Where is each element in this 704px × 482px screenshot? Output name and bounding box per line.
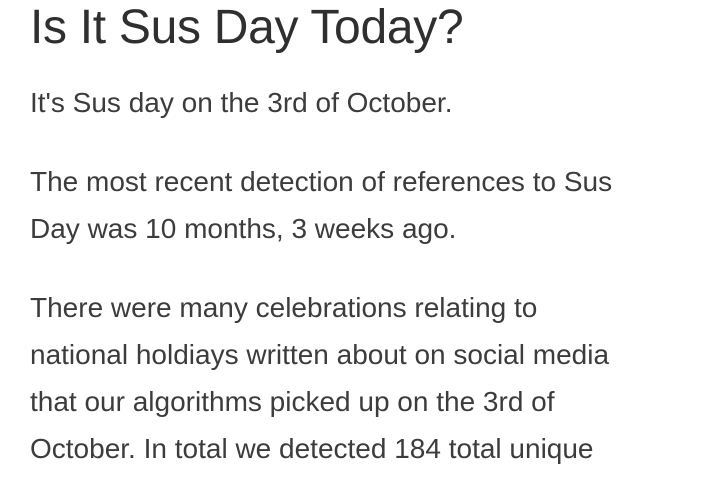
celebrations-line: that our algorithms picked up on the 3rd…	[30, 386, 555, 417]
page-title: Is It Sus Day Today?	[30, 1, 464, 54]
celebrations-line: October. In total we detected 184 total …	[30, 433, 594, 464]
detection-paragraph: The most recent detection of references …	[30, 158, 700, 252]
intro-paragraph: It's Sus day on the 3rd of October.	[30, 79, 700, 126]
celebrations-line: national holdiays written about on socia…	[30, 339, 610, 370]
detection-line: Day was 10 months, 3 weeks ago.	[30, 213, 457, 244]
intro-text: It's Sus day on the 3rd of October.	[30, 87, 453, 118]
detection-line: The most recent detection of references …	[30, 166, 613, 197]
celebrations-paragraph: There were many celebrations relating to…	[30, 284, 700, 472]
celebrations-line: There were many celebrations relating to	[30, 292, 538, 323]
